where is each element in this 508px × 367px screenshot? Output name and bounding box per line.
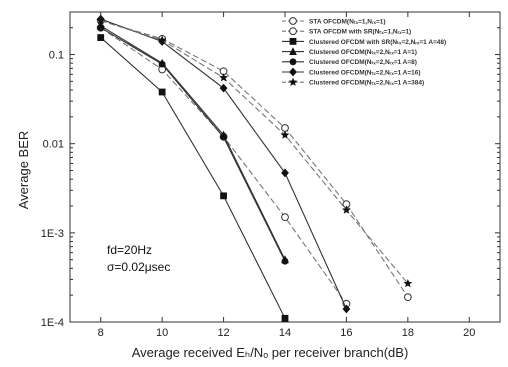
series-line-3 xyxy=(100,25,286,260)
y-tick-label: 0.01 xyxy=(43,139,64,151)
series-6 xyxy=(96,16,413,288)
data-point xyxy=(219,73,228,82)
legend-label: STA OFCDM with SR(Nₜₓ=1,Nᵣₓ=1) xyxy=(309,29,411,36)
legend-marker xyxy=(289,47,297,55)
legend-marker xyxy=(289,67,297,77)
x-tick-label: 12 xyxy=(217,327,229,339)
series-line-0 xyxy=(100,20,409,298)
x-tick-label: 8 xyxy=(98,327,104,339)
legend-marker xyxy=(289,27,297,36)
data-point xyxy=(403,293,412,302)
series-lines xyxy=(96,14,413,322)
y-tick-label: 1E-4 xyxy=(41,317,64,329)
data-point xyxy=(158,60,166,68)
series-line-6 xyxy=(100,20,409,284)
data-point xyxy=(220,133,227,141)
x-axis-label: Average received Eₕ/Nₒ per receiver bran… xyxy=(132,345,409,360)
annotation-fd: fd=20Hz xyxy=(107,243,152,257)
y-tick-label: 1E-3 xyxy=(41,228,64,240)
data-point xyxy=(281,168,289,178)
data-point xyxy=(281,257,289,265)
data-point xyxy=(157,35,167,44)
series-line-2 xyxy=(100,37,286,319)
plot-frame xyxy=(69,11,501,323)
data-point xyxy=(220,192,227,200)
x-tick-label: 16 xyxy=(340,327,352,339)
legend-label: Clustered OFCDM(Nₜₓ=2,Nᵣₓ=1 A=16) xyxy=(309,69,421,76)
series-2 xyxy=(97,34,289,322)
data-point xyxy=(281,213,289,222)
series-line-4 xyxy=(100,27,286,262)
legend-label: Clustered OFCDM(Nₜₓ=2,Nᵣₓ=1 A=384) xyxy=(309,80,424,87)
data-point xyxy=(158,88,166,96)
x-tick-label: 14 xyxy=(279,327,291,339)
data-point xyxy=(219,83,228,93)
series-4 xyxy=(97,24,289,265)
legend-label: Clustered OFCDM with SR(Nₜₓ=2,Nᵣₓ=1 A=48… xyxy=(309,39,446,46)
data-point xyxy=(97,34,105,41)
y-tick-label: 0.1 xyxy=(49,50,64,62)
legend-label: Clustered OFCDM(Nₜₓ=2,Nᵣₓ=1 A=8) xyxy=(309,59,417,66)
data-point xyxy=(342,304,351,314)
annotation-sigma: σ=0.02μsec xyxy=(107,260,170,274)
y-axis-label: Average BER xyxy=(16,131,31,210)
x-tick-label: 10 xyxy=(156,327,168,339)
data-point xyxy=(280,130,290,139)
legend-marker xyxy=(289,17,297,25)
data-point xyxy=(403,278,413,288)
legend-marker xyxy=(289,58,297,66)
x-tick-label: 18 xyxy=(402,327,414,339)
legend-marker xyxy=(288,77,298,86)
legend-label: Clustered OFCDM(Nₜₓ=2,Nᵣₓ=1 A=1) xyxy=(309,49,417,56)
ticks: 8 10 12 14 16 18 20 0.1 0.01 1E-3 1E-4 xyxy=(41,12,500,339)
data-point xyxy=(281,124,289,132)
x-tick-label: 20 xyxy=(463,327,475,339)
series-3 xyxy=(96,21,289,264)
data-point xyxy=(342,205,351,214)
data-point xyxy=(96,16,106,25)
data-point xyxy=(281,314,289,322)
legend: STA OFCDM(Nₜₓ=1,Nᵣₓ=1) STA OFCDM with SR(… xyxy=(282,17,446,87)
legend-marker xyxy=(289,38,297,45)
data-point xyxy=(97,24,105,32)
legend-label: STA OFCDM(Nₜₓ=1,Nᵣₓ=1) xyxy=(309,18,386,25)
